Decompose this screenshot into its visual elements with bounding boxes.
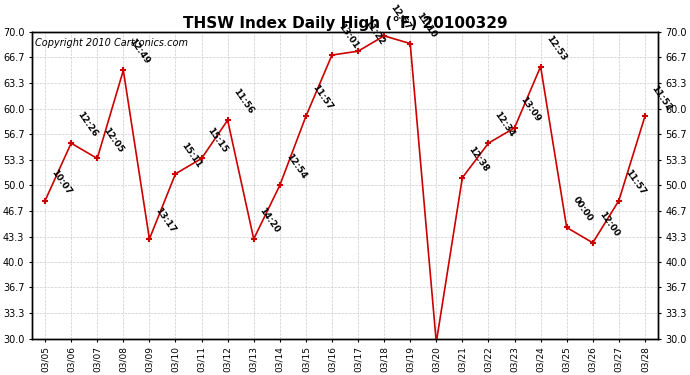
Text: 12:49: 12:49 bbox=[128, 38, 151, 66]
Text: 13:01: 13:01 bbox=[336, 22, 360, 51]
Text: 11:57: 11:57 bbox=[623, 168, 647, 196]
Text: 11:52: 11:52 bbox=[649, 84, 673, 112]
Text: 11:57: 11:57 bbox=[310, 84, 334, 112]
Text: 10:58: 10:58 bbox=[0, 374, 1, 375]
Text: 12:34: 12:34 bbox=[493, 110, 517, 139]
Text: 12:57: 12:57 bbox=[388, 3, 412, 32]
Text: 11:22: 11:22 bbox=[362, 18, 386, 47]
Text: 12:38: 12:38 bbox=[466, 145, 491, 174]
Text: 15:11: 15:11 bbox=[179, 141, 204, 170]
Text: 13:17: 13:17 bbox=[154, 206, 177, 235]
Text: 10:07: 10:07 bbox=[49, 168, 73, 196]
Text: 15:15: 15:15 bbox=[206, 126, 230, 154]
Text: 11:10: 11:10 bbox=[415, 11, 438, 39]
Text: 12:53: 12:53 bbox=[545, 34, 569, 62]
Text: 12:05: 12:05 bbox=[101, 126, 125, 154]
Text: 11:56: 11:56 bbox=[232, 87, 255, 116]
Text: 12:26: 12:26 bbox=[75, 110, 99, 139]
Title: THSW Index Daily High (°F) 20100329: THSW Index Daily High (°F) 20100329 bbox=[183, 16, 507, 31]
Text: 12:00: 12:00 bbox=[597, 210, 620, 238]
Text: Copyright 2010 Cartronics.com: Copyright 2010 Cartronics.com bbox=[35, 38, 188, 48]
Text: 13:09: 13:09 bbox=[519, 95, 542, 124]
Text: 14:20: 14:20 bbox=[258, 206, 282, 235]
Text: 12:54: 12:54 bbox=[284, 152, 308, 181]
Text: 00:00: 00:00 bbox=[571, 195, 594, 223]
